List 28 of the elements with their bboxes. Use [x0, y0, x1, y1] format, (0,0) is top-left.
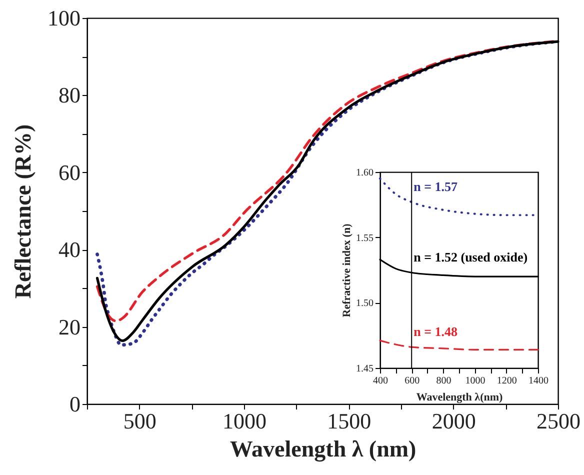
- y-tick-label: 100: [48, 6, 80, 30]
- y-tick-label: 20: [58, 314, 80, 340]
- y-tick-label: 60: [58, 160, 80, 185]
- series-label: n = 1.57: [414, 179, 458, 194]
- y-tick-label: 1.50: [356, 298, 374, 310]
- y-axis-title: Refractive index (n): [341, 223, 353, 318]
- y-tick-label: 1.60: [356, 168, 374, 178]
- x-tick-label: 1200: [496, 376, 517, 386]
- x-tick-label: 1000: [222, 408, 266, 434]
- x-axis-title: Wavelength λ (nm): [230, 436, 416, 462]
- series-label: n = 1.48: [414, 324, 458, 340]
- y-tick-label: 80: [58, 82, 80, 108]
- y-tick-label: 40: [58, 237, 80, 262]
- x-tick-label: 800: [436, 376, 452, 386]
- x-tick-label: 500: [123, 408, 156, 434]
- y-tick-label: 0: [70, 392, 80, 416]
- x-tick-label: 1400: [528, 376, 548, 386]
- x-tick-label: 1500: [327, 408, 372, 434]
- x-axis-title: Wavelength λ(nm): [416, 392, 504, 404]
- y-axis-title: Reflectance (R%): [10, 124, 36, 299]
- series-label: n = 1.52 (used oxide): [414, 250, 528, 265]
- x-tick-label: 1000: [465, 376, 486, 386]
- y-tick-label: 1.45: [356, 364, 374, 374]
- y-tick-label: 1.55: [356, 232, 374, 244]
- x-tick-label: 600: [404, 376, 420, 386]
- x-tick-label: 2000: [432, 408, 476, 434]
- x-tick-label: 400: [373, 376, 388, 386]
- x-tick-label: 2500: [536, 408, 580, 434]
